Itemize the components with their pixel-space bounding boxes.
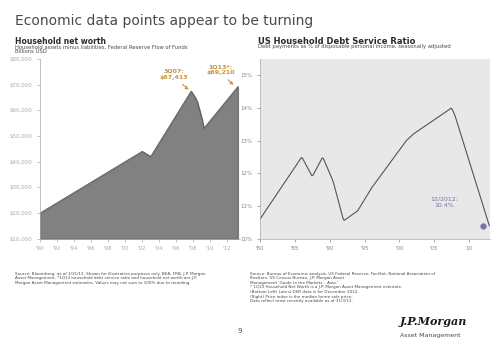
- Text: Source: Bureau of Economic analysis, US Federal Reserve, FactSet, National Assoc: Source: Bureau of Economic analysis, US …: [250, 272, 435, 303]
- Text: 12/2012:
10.4%: 12/2012: 10.4%: [431, 197, 458, 208]
- Text: Household assets minus liabilities, Federal Reserve Flow of Funds: Household assets minus liabilities, Fede…: [15, 45, 188, 49]
- Text: 9: 9: [238, 328, 242, 334]
- Text: Debt payments as % of disposable personal income, seasonally adjusted: Debt payments as % of disposable persona…: [258, 45, 450, 49]
- Text: 3Q07:
$67,413: 3Q07: $67,413: [160, 69, 188, 89]
- Text: 1Q13*:
$69,210: 1Q13*: $69,210: [206, 64, 234, 84]
- Text: Economic data points appear to be turning: Economic data points appear to be turnin…: [15, 14, 313, 28]
- Text: US Household Debt Service Ratio: US Household Debt Service Ratio: [258, 37, 415, 46]
- Text: Source: Bloomberg; as of 3/31/13. Shown for illustrative purposes only. BEA, FRB: Source: Bloomberg; as of 3/31/13. Shown …: [15, 272, 206, 285]
- Text: Billions USD: Billions USD: [15, 49, 47, 54]
- Text: Household net worth: Household net worth: [15, 37, 106, 46]
- Text: J.P.Morgan: J.P.Morgan: [400, 316, 468, 327]
- Text: Asset Management: Asset Management: [400, 334, 460, 338]
